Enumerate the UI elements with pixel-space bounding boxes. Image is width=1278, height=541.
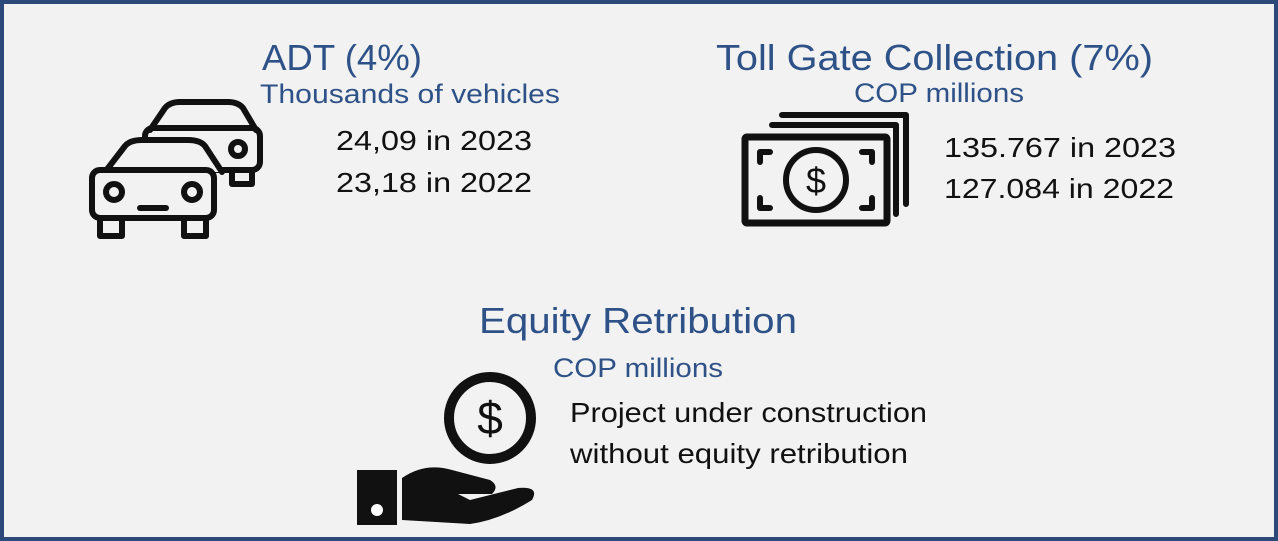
svg-text:$: $ <box>806 160 826 201</box>
adt-subtitle: Thousands of vehicles <box>260 79 560 109</box>
toll-line: 135.767 in 2023 <box>944 132 1176 163</box>
equity-line: Project under construction <box>570 397 927 428</box>
money-icon: $ <box>741 112 909 227</box>
equity-line: without equity retribution <box>569 438 908 469</box>
cars-icon <box>89 99 263 239</box>
hand-coin-icon: $ <box>357 372 536 525</box>
equity-subtitle: COP millions <box>553 353 723 383</box>
svg-text:$: $ <box>477 392 503 444</box>
adt-line: 24,09 in 2023 <box>336 125 532 156</box>
toll-title: Toll Gate Collection (7%) <box>716 37 1153 78</box>
toll-subtitle: COP millions <box>854 78 1024 108</box>
adt-line: 23,18 in 2022 <box>336 167 532 198</box>
equity-title: Equity Retribution <box>479 300 797 341</box>
adt-title: ADT (4%) <box>262 37 422 78</box>
toll-line: 127.084 in 2022 <box>944 173 1174 204</box>
